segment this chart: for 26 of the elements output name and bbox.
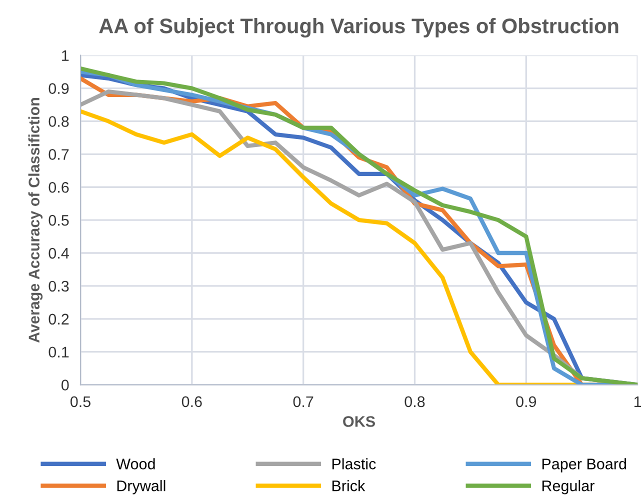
y-tick-label: 0.8 <box>48 116 69 127</box>
x-tick-label: 1 <box>634 396 642 407</box>
legend-label: Brick <box>332 480 366 492</box>
x-axis-title: OKS <box>343 416 375 427</box>
y-axis-title: Average Accuracy of Classifiction <box>28 98 43 343</box>
y-tick-label: 0 <box>61 380 69 390</box>
y-tick-label: 0.7 <box>48 149 69 160</box>
y-tick-label: 0.9 <box>48 83 69 94</box>
legend-label: Wood <box>116 458 155 470</box>
chart-title: AA of Subject Through Various Types of Obstruction <box>99 18 618 38</box>
x-tick-label: 0.6 <box>182 396 202 408</box>
x-tick-label: 0.5 <box>70 396 90 408</box>
x-tick-label: 0.8 <box>404 396 425 408</box>
y-tick-label: 0.6 <box>48 182 69 193</box>
x-tick-label: 0.9 <box>516 396 536 408</box>
legend-label: Drywall <box>117 480 166 494</box>
y-tick-label: 0.1 <box>48 346 69 358</box>
y-tick-label: 0.3 <box>48 280 69 292</box>
y-tick-label: 0.4 <box>48 248 69 259</box>
legend-label: Paper Board <box>542 458 626 472</box>
legend-label: Plastic <box>332 458 376 470</box>
legend-label: Regular <box>542 480 594 494</box>
y-tick-label: 0.5 <box>48 214 69 226</box>
y-tick-label: 1 <box>62 50 69 61</box>
x-tick-label: 0.7 <box>293 396 314 408</box>
y-tick-label: 0.2 <box>48 314 69 325</box>
